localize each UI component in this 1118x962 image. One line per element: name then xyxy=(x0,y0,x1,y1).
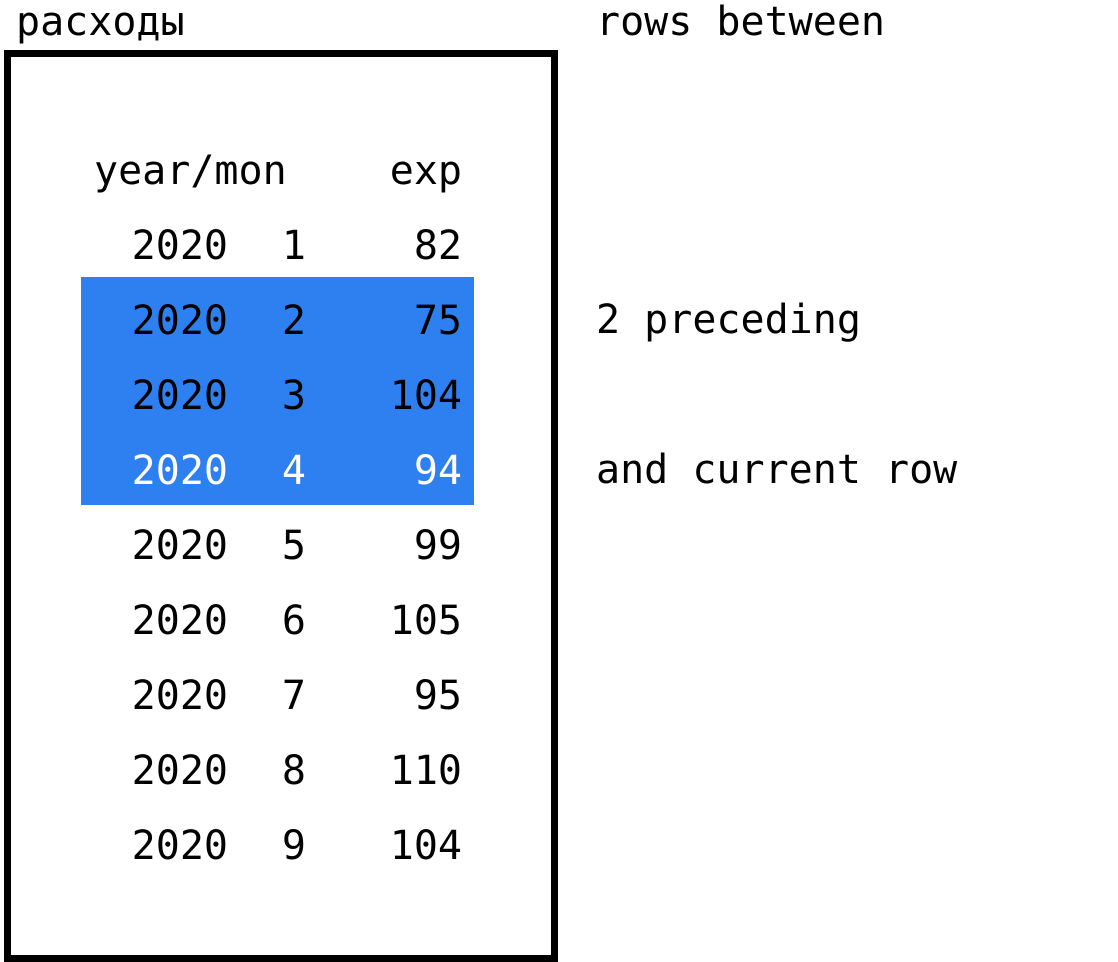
table-cell-exp: 104 xyxy=(389,373,462,419)
table-cell-mon: 6 xyxy=(281,598,306,644)
column-header-year-mon: year/mon xyxy=(94,148,287,194)
table-cell-year: 2020 xyxy=(131,748,228,794)
table-cell-year: 2020 xyxy=(131,223,228,269)
table-cell-exp: 99 xyxy=(413,523,462,569)
table-cell-year: 2020 xyxy=(131,673,228,719)
table-cell-mon: 8 xyxy=(281,748,306,794)
table-cell-exp: 95 xyxy=(413,673,462,719)
table-cell-exp: 105 xyxy=(389,598,462,644)
table-cell-year: 2020 xyxy=(131,373,228,419)
window-current-row-label: and current row xyxy=(596,447,958,493)
table-cell-exp: 75 xyxy=(413,298,462,344)
table-cell-exp: 94 xyxy=(413,448,462,494)
window-preceding-label: 2 preceding xyxy=(596,297,861,343)
table-cell-mon: 9 xyxy=(281,823,306,869)
table-cell-year: 2020 xyxy=(131,823,228,869)
table-cell-mon: 1 xyxy=(281,223,306,269)
table-cell-year: 2020 xyxy=(131,448,228,494)
table-cell-exp: 104 xyxy=(389,823,462,869)
window-clause-title: rows between xyxy=(596,0,885,45)
window-frame-highlight xyxy=(81,277,474,505)
table-cell-exp: 82 xyxy=(413,223,462,269)
table-cell-mon: 2 xyxy=(281,298,306,344)
table-cell-year: 2020 xyxy=(131,523,228,569)
column-header-exp: exp xyxy=(389,148,462,194)
table-cell-mon: 4 xyxy=(281,448,306,494)
table-cell-mon: 3 xyxy=(281,373,306,419)
table-cell-year: 2020 xyxy=(131,598,228,644)
table-cell-mon: 7 xyxy=(281,673,306,719)
table-title: расходы xyxy=(16,0,185,45)
table-cell-exp: 110 xyxy=(389,748,462,794)
table-cell-mon: 5 xyxy=(281,523,306,569)
table-cell-year: 2020 xyxy=(131,298,228,344)
